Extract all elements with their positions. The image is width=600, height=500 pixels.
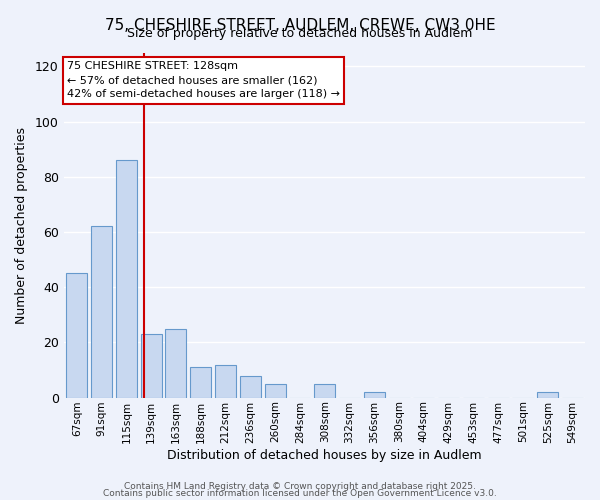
Y-axis label: Number of detached properties: Number of detached properties [15, 126, 28, 324]
Text: Size of property relative to detached houses in Audlem: Size of property relative to detached ho… [127, 28, 473, 40]
Bar [116, 160, 137, 398]
X-axis label: Distribution of detached houses by size in Audlem: Distribution of detached houses by size … [167, 450, 482, 462]
Bar [215, 364, 236, 398]
Text: Contains public sector information licensed under the Open Government Licence v3: Contains public sector information licen… [103, 489, 497, 498]
Bar [537, 392, 559, 398]
Bar [190, 368, 211, 398]
Bar [140, 334, 161, 398]
Bar [364, 392, 385, 398]
Text: Contains HM Land Registry data © Crown copyright and database right 2025.: Contains HM Land Registry data © Crown c… [124, 482, 476, 491]
Bar [265, 384, 286, 398]
Bar [91, 226, 112, 398]
Bar [66, 274, 88, 398]
Bar [314, 384, 335, 398]
Bar [166, 328, 187, 398]
Bar [240, 376, 261, 398]
Text: 75 CHESHIRE STREET: 128sqm
← 57% of detached houses are smaller (162)
42% of sem: 75 CHESHIRE STREET: 128sqm ← 57% of deta… [67, 61, 340, 99]
Text: 75, CHESHIRE STREET, AUDLEM, CREWE, CW3 0HE: 75, CHESHIRE STREET, AUDLEM, CREWE, CW3 … [104, 18, 496, 32]
